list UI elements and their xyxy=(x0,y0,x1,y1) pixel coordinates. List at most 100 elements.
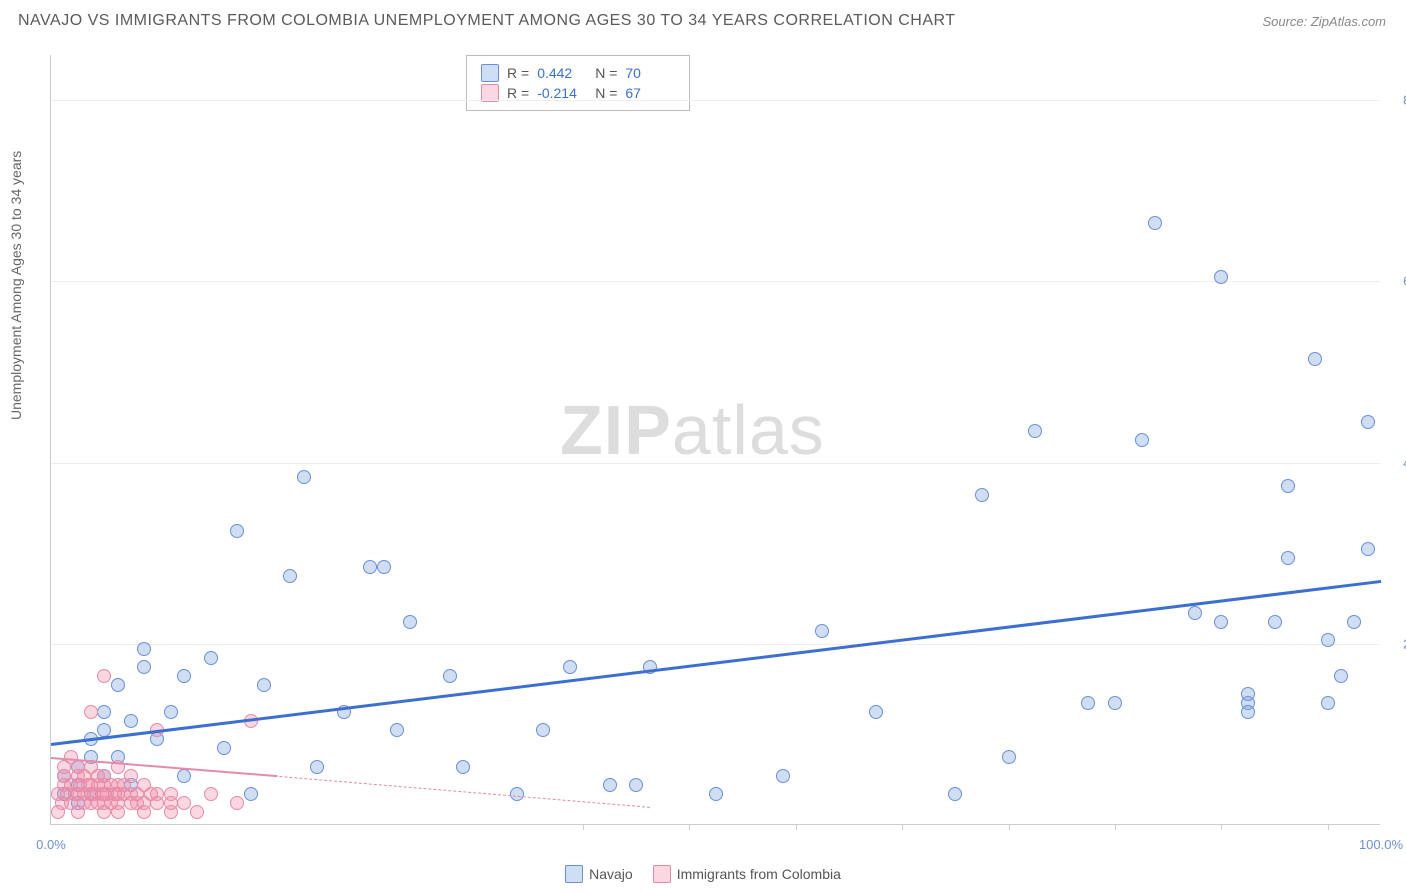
x-tick-minor xyxy=(1115,824,1116,830)
legend-swatch xyxy=(565,865,583,883)
data-point xyxy=(510,787,524,801)
data-point xyxy=(310,760,324,774)
y-tick-label: 80.0% xyxy=(1385,93,1406,108)
data-point xyxy=(97,705,111,719)
data-point xyxy=(137,660,151,674)
data-point xyxy=(948,787,962,801)
legend-item: Navajo xyxy=(565,865,633,883)
x-tick-minor xyxy=(583,824,584,830)
stats-n-label: N = xyxy=(595,65,617,81)
data-point xyxy=(563,660,577,674)
data-point xyxy=(403,615,417,629)
gridline-horizontal xyxy=(51,100,1380,101)
x-tick-label: 100.0% xyxy=(1359,837,1403,852)
data-point xyxy=(1241,687,1255,701)
data-point xyxy=(230,524,244,538)
data-point xyxy=(297,470,311,484)
data-point xyxy=(150,787,164,801)
stats-n-label: N = xyxy=(595,85,617,101)
x-tick-minor xyxy=(1221,824,1222,830)
data-point xyxy=(1108,696,1122,710)
data-point xyxy=(1268,615,1282,629)
data-point xyxy=(869,705,883,719)
y-tick-label: 60.0% xyxy=(1385,274,1406,289)
data-point xyxy=(177,769,191,783)
stats-n-value: 67 xyxy=(625,85,675,101)
data-point xyxy=(1321,633,1335,647)
data-point xyxy=(1347,615,1361,629)
stats-swatch xyxy=(481,64,499,82)
legend: Navajo Immigrants from Colombia xyxy=(0,865,1406,886)
x-tick-minor xyxy=(902,824,903,830)
data-point xyxy=(1135,433,1149,447)
data-point xyxy=(815,624,829,638)
data-point xyxy=(1028,424,1042,438)
data-point xyxy=(603,778,617,792)
data-point xyxy=(137,642,151,656)
data-point xyxy=(177,796,191,810)
x-tick-minor xyxy=(689,824,690,830)
data-point xyxy=(1214,270,1228,284)
x-tick-minor xyxy=(1328,824,1329,830)
data-point xyxy=(177,669,191,683)
y-tick-label: 40.0% xyxy=(1385,455,1406,470)
legend-swatch xyxy=(653,865,671,883)
stats-row: R = 0.442 N = 70 xyxy=(481,64,675,82)
gridline-horizontal xyxy=(51,281,1380,282)
data-point xyxy=(456,760,470,774)
data-point xyxy=(1148,216,1162,230)
data-point xyxy=(204,787,218,801)
y-tick-label: 20.0% xyxy=(1385,636,1406,651)
data-point xyxy=(124,714,138,728)
data-point xyxy=(1281,479,1295,493)
data-point xyxy=(257,678,271,692)
stats-r-value: 0.442 xyxy=(537,65,587,81)
data-point xyxy=(377,560,391,574)
y-axis-label: Unemployment Among Ages 30 to 34 years xyxy=(8,151,24,420)
data-point xyxy=(709,787,723,801)
data-point xyxy=(244,787,258,801)
data-point xyxy=(1002,750,1016,764)
data-point xyxy=(536,723,550,737)
data-point xyxy=(390,723,404,737)
legend-item: Immigrants from Colombia xyxy=(653,865,841,883)
data-point xyxy=(190,805,204,819)
x-tick-label: 0.0% xyxy=(36,837,66,852)
stats-r-value: -0.214 xyxy=(537,85,587,101)
stats-n-value: 70 xyxy=(625,65,675,81)
data-point xyxy=(230,796,244,810)
data-point xyxy=(1188,606,1202,620)
x-tick-minor xyxy=(796,824,797,830)
data-point xyxy=(443,669,457,683)
data-point xyxy=(1308,352,1322,366)
legend-label: Immigrants from Colombia xyxy=(677,866,841,882)
data-point xyxy=(111,678,125,692)
data-point xyxy=(204,651,218,665)
data-point xyxy=(1214,615,1228,629)
chart-plot-area: R =0.442N =70R =-0.214N =67 20.0%40.0%60… xyxy=(50,55,1380,825)
stats-r-label: R = xyxy=(507,65,529,81)
data-point xyxy=(97,669,111,683)
data-point xyxy=(975,488,989,502)
stats-r-label: R = xyxy=(507,85,529,101)
data-point xyxy=(217,741,231,755)
data-point xyxy=(1321,696,1335,710)
data-point xyxy=(1241,705,1255,719)
data-point xyxy=(1361,415,1375,429)
data-point xyxy=(363,560,377,574)
x-tick-minor xyxy=(1009,824,1010,830)
data-point xyxy=(283,569,297,583)
data-point xyxy=(776,769,790,783)
legend-label: Navajo xyxy=(589,866,633,882)
data-point xyxy=(124,769,138,783)
data-point xyxy=(1361,542,1375,556)
data-point xyxy=(1081,696,1095,710)
source-label: Source: ZipAtlas.com xyxy=(1262,14,1386,29)
data-point xyxy=(164,705,178,719)
data-point xyxy=(84,705,98,719)
data-point xyxy=(1334,669,1348,683)
chart-title: NAVAJO VS IMMIGRANTS FROM COLOMBIA UNEMP… xyxy=(18,12,956,30)
stats-box: R = 0.442 N = 70 R = -0.214 N = 67 xyxy=(466,55,690,111)
gridline-horizontal xyxy=(51,463,1380,464)
data-point xyxy=(164,787,178,801)
